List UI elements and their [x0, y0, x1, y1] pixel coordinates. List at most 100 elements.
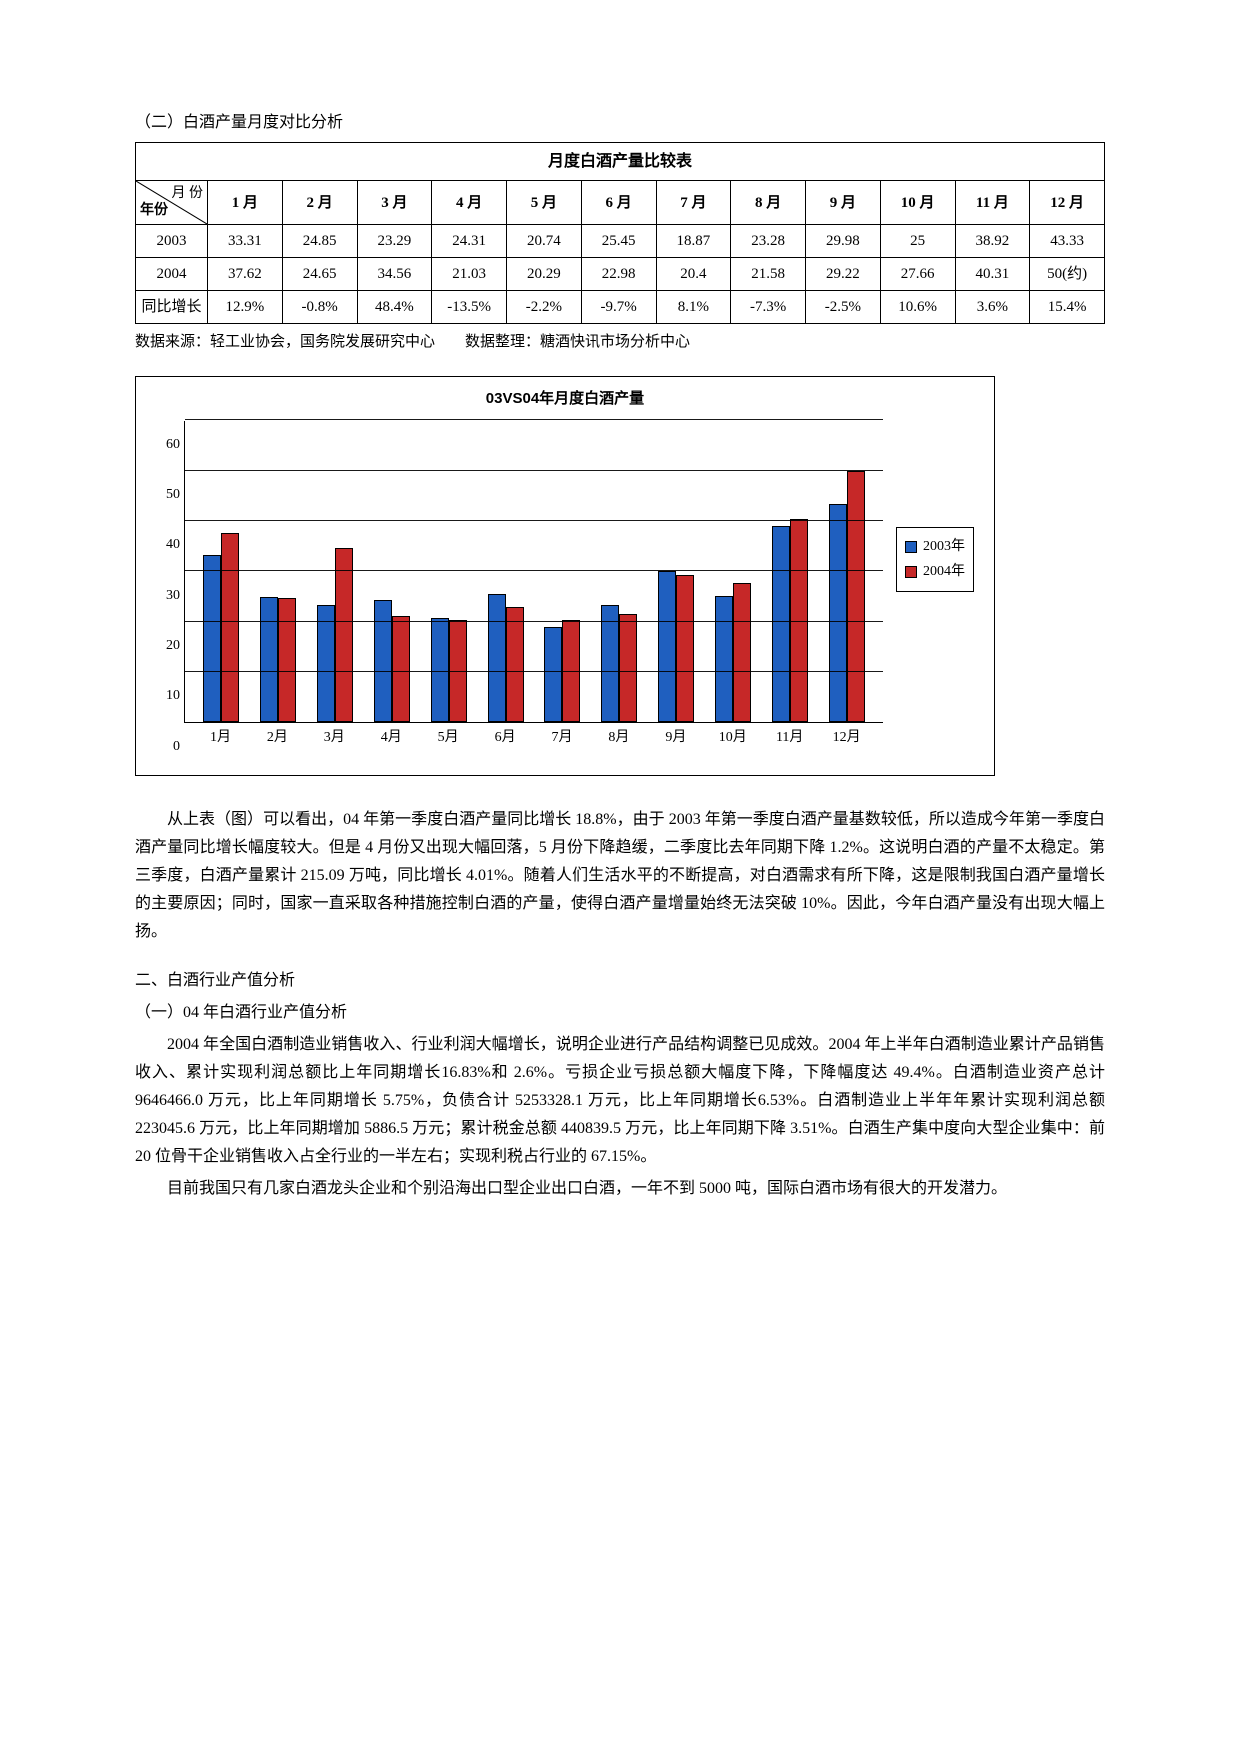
chart-bar [601, 605, 619, 722]
table-cell: 48.4% [357, 291, 432, 324]
table-cell: 43.33 [1030, 225, 1105, 258]
chart-bar [488, 594, 506, 722]
chart-bar [374, 600, 392, 722]
heading-subsection-2: （二）白酒产量月度对比分析 [135, 110, 1105, 136]
bar-group [477, 421, 534, 722]
chart-bar [278, 598, 296, 722]
chart-bar [847, 471, 865, 723]
y-tick-label: 0 [173, 736, 180, 758]
x-tick-label: 4月 [363, 727, 420, 749]
table-cell: 29.98 [806, 225, 881, 258]
table-cell: 20.29 [507, 258, 582, 291]
table-row: 同比增长 12.9% -0.8% 48.4% -13.5% -2.2% -9.7… [136, 291, 1105, 324]
bar-group [761, 421, 818, 722]
x-tick-label: 11月 [761, 727, 818, 749]
table-cell: -2.5% [806, 291, 881, 324]
x-tick-label: 7月 [534, 727, 591, 749]
legend-swatch [905, 566, 917, 578]
chart-bar [260, 597, 278, 722]
chart-bar [506, 607, 524, 723]
legend-label: 2004年 [923, 561, 965, 583]
x-tick-label: 3月 [306, 727, 363, 749]
chart-gridline [185, 621, 883, 622]
x-tick-label: 10月 [704, 727, 761, 749]
x-tick-label: 8月 [590, 727, 647, 749]
table-month-header: 12 月 [1030, 181, 1105, 225]
table-cell: 23.28 [731, 225, 806, 258]
analysis-paragraph-3: 目前我国只有几家白酒龙头企业和个别沿海出口型企业出口白酒，一年不到 5000 吨… [135, 1175, 1105, 1203]
x-tick-label: 6月 [477, 727, 534, 749]
bar-group [704, 421, 761, 722]
table-cell: 12.9% [208, 291, 283, 324]
bar-group [363, 421, 420, 722]
table-cell: -13.5% [432, 291, 507, 324]
analysis-paragraph-2: 2004 年全国白酒制造业销售收入、行业利润大幅增长，说明企业进行产品结构调整已… [135, 1031, 1105, 1171]
x-tick-label: 1月 [192, 727, 249, 749]
heading-subsection-2-1: （一）04 年白酒行业产值分析 [135, 1000, 1105, 1026]
row-label-2003: 2003 [136, 225, 208, 258]
chart-bar [317, 605, 335, 722]
analysis-paragraph-1: 从上表（图）可以看出，04 年第一季度白酒产量同比增长 18.8%，由于 200… [135, 806, 1105, 946]
bar-group [648, 421, 705, 722]
y-tick-label: 10 [166, 686, 180, 708]
y-tick-label: 20 [166, 635, 180, 657]
chart-gridline [185, 671, 883, 672]
table-header-row: 月 份 年份 1 月 2 月 3 月 4 月 5 月 6 月 7 月 8 月 9… [136, 181, 1105, 225]
bar-group [250, 421, 307, 722]
table-cell: 38.92 [955, 225, 1030, 258]
table-row: 2003 33.31 24.85 23.29 24.31 20.74 25.45… [136, 225, 1105, 258]
table-cell: 21.58 [731, 258, 806, 291]
legend-item: 2004年 [905, 561, 965, 583]
chart-bar [335, 548, 353, 722]
x-tick-label: 9月 [647, 727, 704, 749]
diag-bottom: 年份 [140, 200, 168, 222]
y-tick-label: 40 [166, 535, 180, 557]
table-month-header: 8 月 [731, 181, 806, 225]
table-month-header: 6 月 [581, 181, 656, 225]
row-label-2004: 2004 [136, 258, 208, 291]
table-cell: 3.6% [955, 291, 1030, 324]
chart-title: 03VS04年月度白酒产量 [152, 387, 978, 411]
chart-gridline [185, 520, 883, 521]
y-tick-label: 60 [166, 434, 180, 456]
legend-swatch [905, 541, 917, 553]
y-tick-label: 30 [166, 585, 180, 607]
chart-bar [392, 616, 410, 722]
table-month-header: 3 月 [357, 181, 432, 225]
table-cell: -0.8% [282, 291, 357, 324]
bar-group [307, 421, 364, 722]
chart-bar [829, 504, 847, 722]
table-month-header: 5 月 [507, 181, 582, 225]
table-cell: 34.56 [357, 258, 432, 291]
chart-bar [221, 533, 239, 722]
diag-top: 月 份 [172, 183, 204, 205]
bar-group [420, 421, 477, 722]
table-cell: 15.4% [1030, 291, 1105, 324]
table-cell: 21.03 [432, 258, 507, 291]
data-source-line: 数据来源：轻工业协会，国务院发展研究中心 数据整理：糖酒快讯市场分析中心 [135, 330, 1105, 354]
table-month-header: 11 月 [955, 181, 1030, 225]
chart-bar [544, 627, 562, 722]
table-cell: -2.2% [507, 291, 582, 324]
table-cell: 27.66 [880, 258, 955, 291]
bar-group [818, 421, 875, 722]
table-cell: -7.3% [731, 291, 806, 324]
bar-group [591, 421, 648, 722]
chart-legend: 2003年 2004年 [896, 527, 974, 592]
monthly-production-chart: 03VS04年月度白酒产量 0102030405060 1月2月3月4月5月6月… [135, 376, 995, 776]
table-cell: 50(约) [1030, 258, 1105, 291]
table-cell: 24.65 [282, 258, 357, 291]
table-cell: 40.31 [955, 258, 1030, 291]
table-month-header: 7 月 [656, 181, 731, 225]
y-tick-label: 50 [166, 484, 180, 506]
table-cell: 10.6% [880, 291, 955, 324]
table-month-header: 10 月 [880, 181, 955, 225]
table-cell: 37.62 [208, 258, 283, 291]
chart-bar [733, 583, 751, 722]
table-month-header: 9 月 [806, 181, 881, 225]
bar-group [534, 421, 591, 722]
legend-item: 2003年 [905, 536, 965, 558]
table-title: 月度白酒产量比较表 [136, 142, 1105, 181]
chart-gridline [185, 470, 883, 471]
table-cell: 25.45 [581, 225, 656, 258]
